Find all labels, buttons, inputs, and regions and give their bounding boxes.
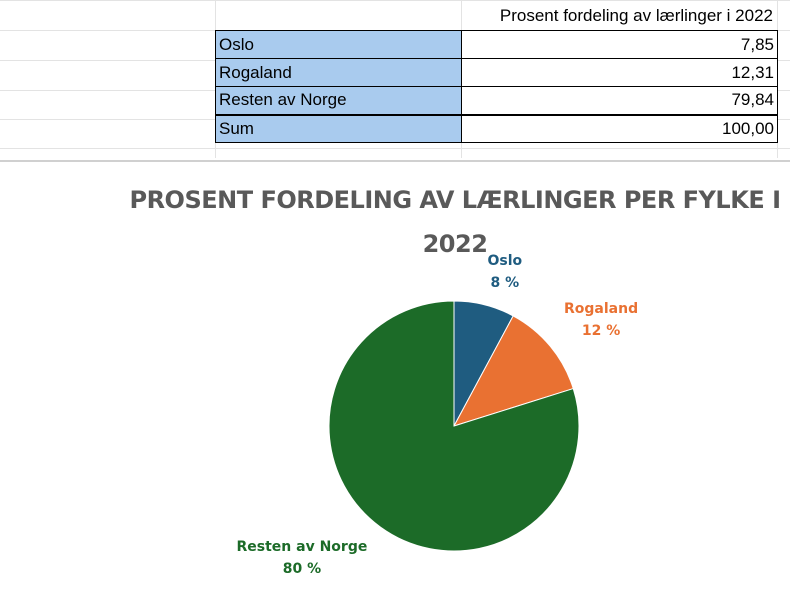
data-label-category: Oslo xyxy=(487,253,523,269)
row-label-cell[interactable]: Resten av Norge xyxy=(215,86,462,115)
row-label-cell[interactable]: Oslo xyxy=(215,30,462,59)
data-label-category: Resten av Norge xyxy=(236,539,368,555)
data-label[interactable]: Rogaland 12 % xyxy=(564,298,638,342)
sum-row: Sum 100,00 xyxy=(215,113,778,143)
chart-frame-edge xyxy=(0,160,790,162)
grid-line xyxy=(0,0,790,1)
data-label-category: Rogaland xyxy=(564,301,639,317)
data-label-percent: 8 % xyxy=(490,275,520,291)
sum-label-cell[interactable]: Sum xyxy=(215,113,462,143)
table-row: Resten av Norge 79,84 xyxy=(215,86,778,115)
pie-slice[interactable] xyxy=(452,315,574,427)
data-label[interactable]: Oslo 8 % xyxy=(488,250,523,294)
data-table: Oslo 7,85 Rogaland 12,31 Resten av Norge… xyxy=(215,30,778,143)
data-label-percent: 80 % xyxy=(282,561,322,577)
grid-line xyxy=(777,0,778,158)
data-label-percent: 12 % xyxy=(581,323,621,339)
row-value-cell[interactable]: 12,31 xyxy=(461,58,778,87)
pie-slice[interactable] xyxy=(328,300,580,552)
row-value-cell[interactable]: 79,84 xyxy=(461,86,778,115)
sum-value-cell[interactable]: 100,00 xyxy=(461,113,778,143)
table-row: Rogaland 12,31 xyxy=(215,58,778,87)
chart-title[interactable]: PROSENT FORDELING AV LÆRLINGER PER FYLKE… xyxy=(129,186,781,258)
table-header-cell[interactable]: Prosent fordeling av lærlinger i 2022 xyxy=(499,6,773,25)
grid-line xyxy=(0,148,790,149)
data-label[interactable]: Resten av Norge 80 % xyxy=(237,536,368,580)
row-label-cell[interactable]: Rogaland xyxy=(215,58,462,87)
